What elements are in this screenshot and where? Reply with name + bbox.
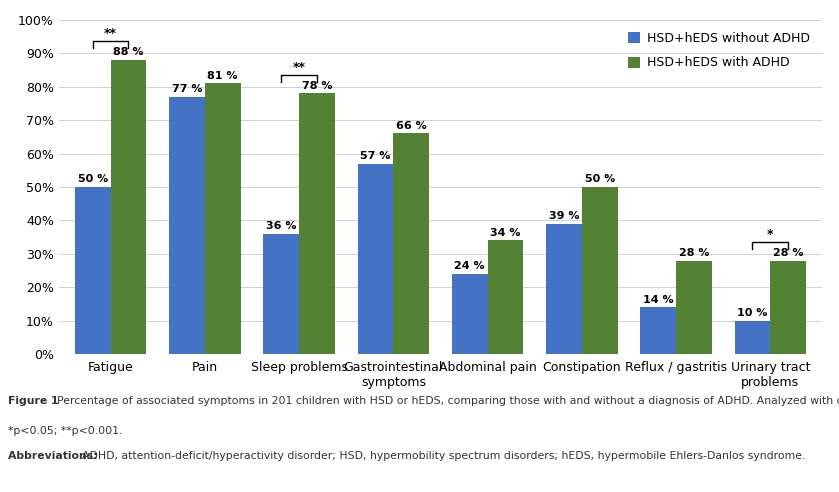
Text: Percentage of associated symptoms in 201 children with HSD or hEDS, comparing th: Percentage of associated symptoms in 201… [57,396,839,406]
Bar [640,308,676,354]
Legend: HSD+hEDS without ADHD, HSD+hEDS with ADHD: HSD+hEDS without ADHD, HSD+hEDS with ADH… [622,26,816,76]
Bar [546,224,582,354]
Text: *: * [767,228,774,241]
Bar [263,234,299,354]
Text: 39 %: 39 % [549,211,579,221]
Bar [393,133,430,354]
Text: 50 %: 50 % [585,174,615,184]
Text: 28 %: 28 % [679,248,709,258]
Text: *p<0.05; **p<0.001.: *p<0.05; **p<0.001. [8,426,122,435]
Bar [487,241,524,354]
Text: 10 %: 10 % [737,308,768,318]
Bar [357,163,393,354]
Text: 78 %: 78 % [302,81,332,91]
Text: **: ** [104,28,117,40]
Text: 66 %: 66 % [396,121,426,131]
Text: 81 %: 81 % [207,70,238,81]
Text: ADHD, attention-deficit/hyperactivity disorder; HSD, hypermobility spectrum diso: ADHD, attention-deficit/hyperactivity di… [82,451,805,461]
Text: **: ** [293,61,305,74]
Bar [111,60,146,354]
Text: 36 %: 36 % [266,221,296,231]
Bar [735,321,770,354]
Bar [75,187,111,354]
Bar [582,187,618,354]
Bar [676,261,712,354]
Text: 50 %: 50 % [77,174,107,184]
Bar [299,93,335,354]
Bar [451,274,487,354]
Text: 77 %: 77 % [172,84,202,94]
Text: 28 %: 28 % [773,248,804,258]
Bar [205,83,241,354]
Text: Abbreviations:: Abbreviations: [8,451,102,461]
Bar [169,96,205,354]
Bar [770,261,806,354]
Text: 57 %: 57 % [360,151,391,161]
Text: Figure 1: Figure 1 [8,396,63,406]
Text: 14 %: 14 % [643,295,674,305]
Text: 88 %: 88 % [113,47,143,57]
Text: 24 %: 24 % [455,261,485,271]
Text: 34 %: 34 % [490,228,521,238]
